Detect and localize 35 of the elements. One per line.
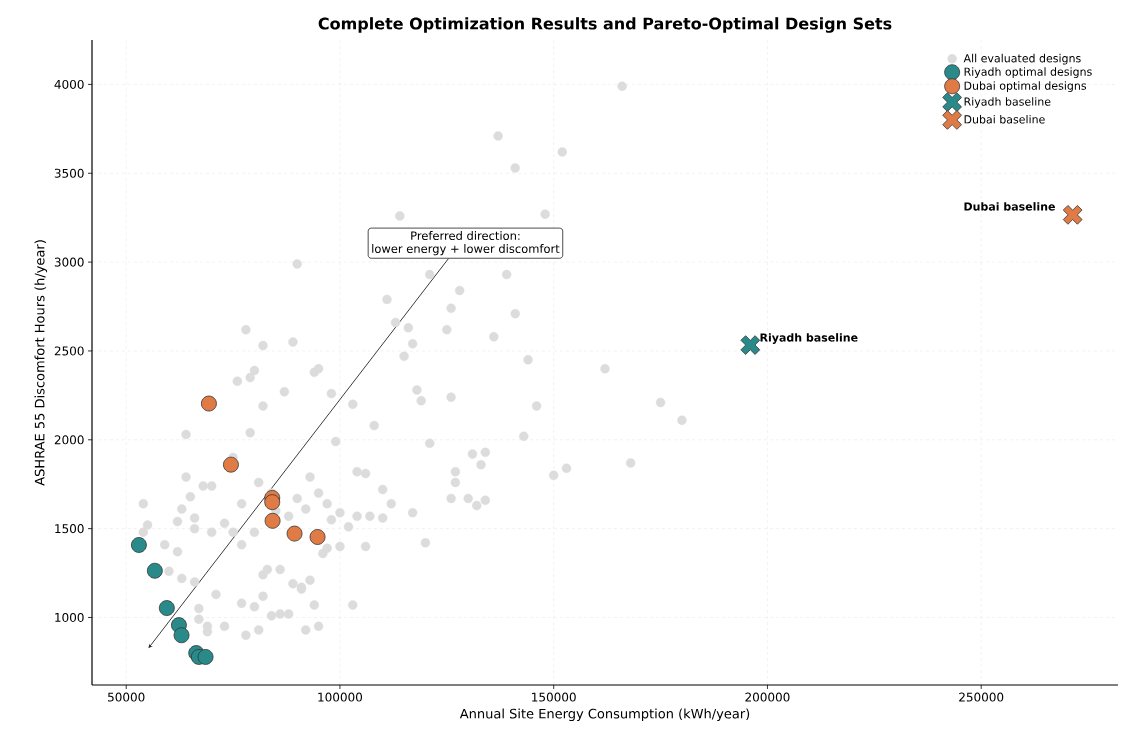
- legend-label: All evaluated designs: [963, 53, 1081, 65]
- y-axis-title: ASHRAE 55 Discomfort Hours (h/year): [34, 240, 48, 486]
- point: [740, 335, 761, 355]
- point: [158, 600, 175, 616]
- y-tick-label: 2000: [54, 435, 84, 445]
- point: [131, 537, 147, 553]
- point: [286, 525, 303, 542]
- annotation: lower energy + lower discomfort: [372, 244, 560, 256]
- point: [146, 562, 163, 579]
- chart-title: Complete Optimization Results and Pareto-Optimal Design Sets: [318, 17, 892, 33]
- point: [1062, 205, 1083, 225]
- y-tick-label: 4000: [54, 79, 84, 89]
- point: [309, 529, 326, 545]
- legend-label: Riyadh optimal designs: [964, 67, 1092, 78]
- x-tick-label: 100000: [318, 692, 363, 702]
- y-tick-label: 3000: [54, 257, 84, 267]
- y-tick-label: 3500: [54, 168, 84, 178]
- annotation: Preferred direction:: [411, 231, 520, 240]
- point: [201, 395, 217, 412]
- legend-label: Dubai optimal designs: [964, 81, 1087, 92]
- x-tick-label: 150000: [532, 692, 576, 702]
- point: [173, 627, 190, 644]
- x-tick-label: 250000: [959, 692, 1004, 702]
- x-axis-title: Annual Site Energy Consumption (kWh/year): [459, 708, 750, 722]
- legend-label: Dubai baseline: [964, 115, 1045, 124]
- y-tick-label: 1500: [55, 524, 84, 534]
- x-tick-label: 50000: [108, 692, 145, 702]
- point: [264, 512, 281, 529]
- y-tick-label: 1000: [55, 612, 84, 623]
- annotation: Riyadh baseline: [760, 333, 858, 344]
- annotation: Dubai baseline: [964, 202, 1055, 211]
- point: [197, 649, 214, 665]
- x-tick-label: 200000: [745, 692, 790, 702]
- y-tick-label: 2500: [54, 346, 84, 356]
- legend-label: Riyadh baseline: [964, 97, 1051, 108]
